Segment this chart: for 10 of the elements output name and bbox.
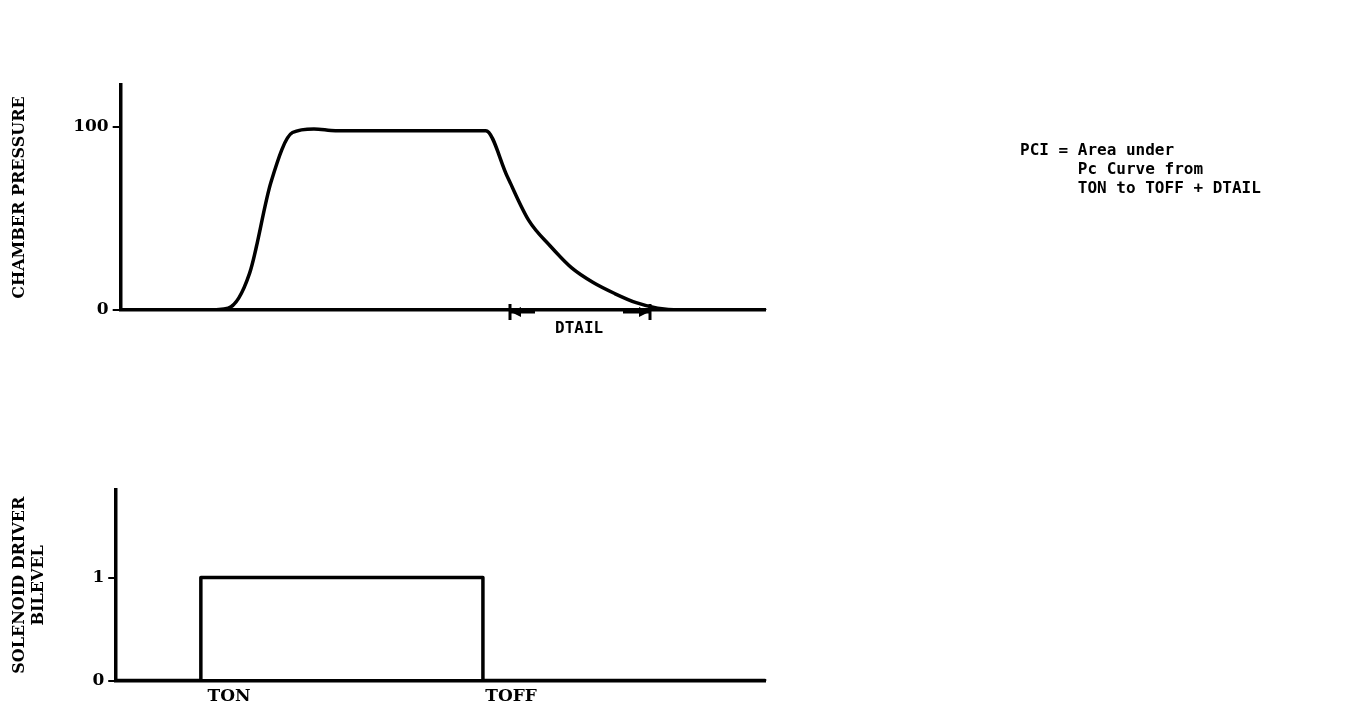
text: DTAIL [555, 318, 604, 337]
y-axis-title: SOLENOID DRIVER BILEVEL [8, 496, 47, 674]
y-tick-label: 1 [92, 565, 105, 586]
y-tick-label: 0 [92, 669, 105, 690]
y-axis-title: CHAMBER PRESSURE [8, 96, 28, 299]
text: PCI = Area under Pc Curve from TON to TOFF + DTAIL [1020, 140, 1261, 197]
x-tick-label: TON [207, 685, 251, 706]
x-tick-label: TOFF [485, 685, 537, 706]
y-tick-label: 0 [96, 298, 109, 319]
y-tick-label: 100 [73, 115, 109, 136]
